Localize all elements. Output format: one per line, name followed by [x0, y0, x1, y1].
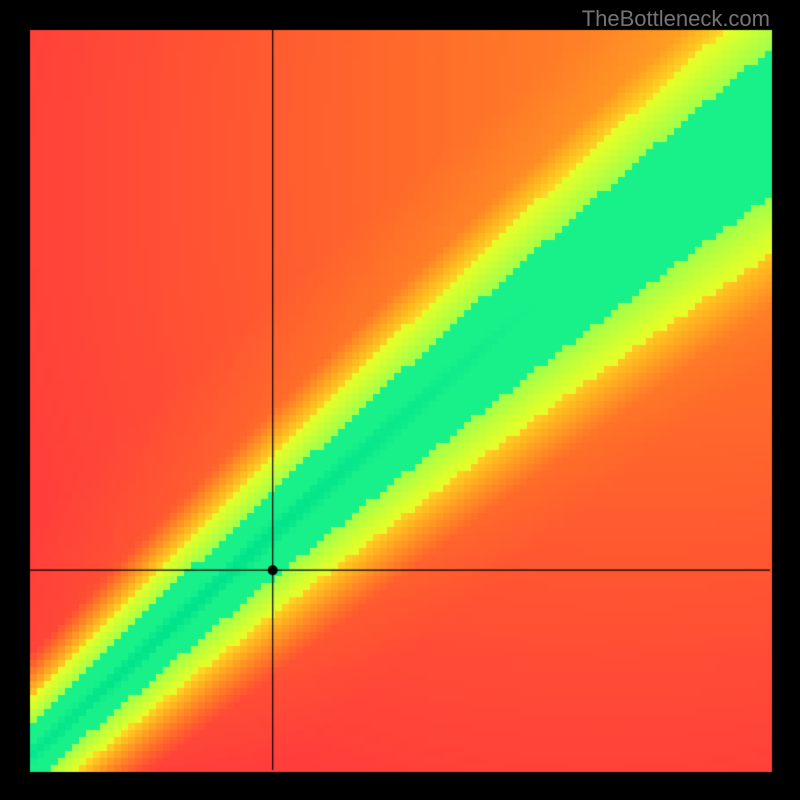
- heatmap-canvas: [0, 0, 800, 800]
- watermark-text: TheBottleneck.com: [582, 6, 770, 32]
- chart-container: TheBottleneck.com: [0, 0, 800, 800]
